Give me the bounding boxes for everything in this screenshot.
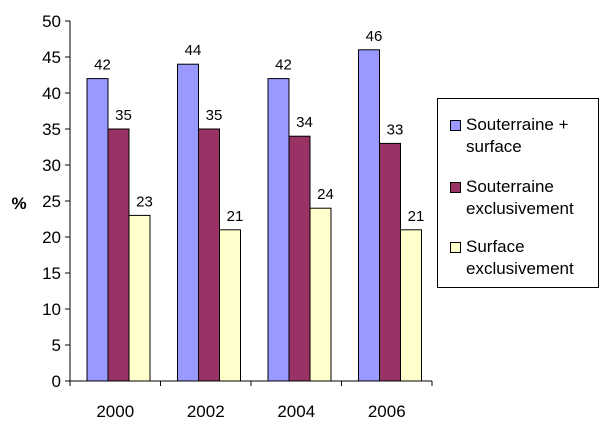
y-tick-label-50: 50 [42, 12, 61, 31]
data-label-2002-series-1: 44 [185, 42, 202, 59]
data-label-2000-series-2: 35 [115, 107, 132, 124]
x-tick-label-2002: 2002 [187, 402, 225, 421]
bar-2006-series-2 [379, 142, 401, 382]
bar-2002-series-2 [198, 128, 220, 382]
bar-2000-series-1 [86, 78, 109, 382]
legend-item-series-3: Surface exclusivement [450, 236, 606, 280]
data-labels-group: 42 35 23 44 35 21 42 34 24 46 33 21 [94, 28, 424, 225]
x-tick-label-2004: 2004 [277, 402, 315, 421]
data-label-2006-series-1: 46 [366, 28, 383, 45]
x-tick-label-2000: 2000 [96, 402, 134, 421]
data-label-2000-series-1: 42 [94, 57, 111, 74]
legend-label-series-2: Souterraine exclusivement [466, 177, 574, 218]
y-tick-label-15: 15 [42, 264, 61, 283]
legend-swatch-series-2 [450, 182, 461, 193]
y-ticks-group: 0 5 10 15 20 25 30 35 40 45 50 [42, 12, 70, 391]
legend-item-series-1: Souterraine + surface [450, 114, 606, 158]
legend-label-series-1: Souterraine + surface [466, 115, 569, 156]
data-label-2002-series-3: 21 [227, 208, 244, 225]
y-tick-label-40: 40 [42, 84, 61, 103]
y-tick-label-45: 45 [42, 48, 61, 67]
legend-swatch-series-1 [450, 120, 461, 131]
bar-2002-series-1 [177, 63, 199, 382]
x-tick-label-2006: 2006 [368, 402, 406, 421]
bars-group [86, 49, 422, 382]
x-ticks-group: 2000 2002 2004 2006 [69, 381, 433, 421]
data-label-2002-series-2: 35 [206, 107, 223, 124]
legend-label-series-3: Surface exclusivement [466, 237, 574, 278]
y-tick-label-0: 0 [52, 372, 61, 391]
bar-2006-series-1 [358, 49, 380, 382]
bar-2004-series-1 [267, 78, 290, 382]
bar-2000-series-3 [128, 214, 151, 382]
bar-2002-series-3 [219, 229, 241, 382]
bar-2004-series-2 [288, 135, 311, 382]
y-axis-label: % [11, 194, 26, 213]
legend-swatch-series-3 [450, 242, 461, 253]
y-tick-label-10: 10 [42, 300, 61, 319]
data-label-2006-series-2: 33 [387, 121, 404, 138]
y-tick-label-30: 30 [42, 156, 61, 175]
y-tick-label-25: 25 [42, 192, 61, 211]
y-tick-label-35: 35 [42, 120, 61, 139]
y-tick-label-5: 5 [52, 336, 61, 355]
bar-2000-series-2 [107, 128, 130, 382]
legend-item-series-2: Souterraine exclusivement [450, 176, 606, 220]
data-label-2004-series-2: 34 [296, 114, 313, 131]
bar-2006-series-3 [400, 229, 422, 382]
data-label-2004-series-3: 24 [317, 186, 334, 203]
bar-2004-series-3 [309, 207, 332, 382]
y-tick-label-20: 20 [42, 228, 61, 247]
data-label-2004-series-1: 42 [275, 57, 292, 74]
data-label-2006-series-3: 21 [408, 208, 425, 225]
chart-legend: Souterraine + surface Souterraine exclus… [437, 98, 599, 288]
data-label-2000-series-3: 23 [136, 193, 153, 210]
